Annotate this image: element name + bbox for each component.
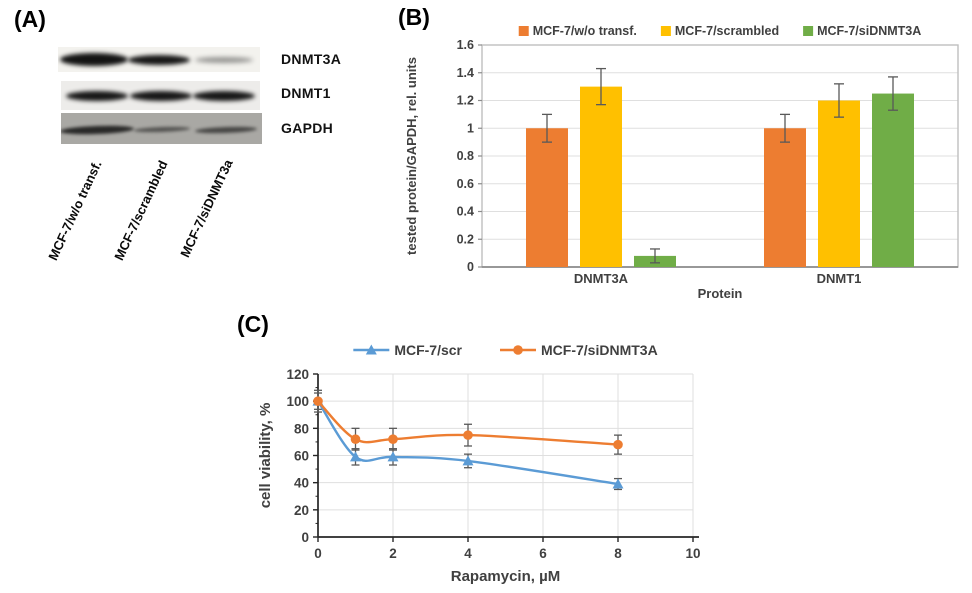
blot-band: [65, 90, 128, 101]
b-legend: MCF-7/w/o transf. MCF-7/scrambled MCF-7/si…: [518, 24, 921, 38]
b-y-axis-title: tested protein/GAPDH, rel. units: [404, 57, 419, 255]
c-gridlines: [318, 373, 694, 537]
panel-c-label: (C): [237, 311, 269, 337]
svg-text:4: 4: [464, 546, 472, 561]
svg-text:0.6: 0.6: [457, 177, 474, 191]
svg-text:1.4: 1.4: [457, 66, 474, 80]
svg-text:20: 20: [294, 503, 309, 518]
svg-text:DNMT1: DNMT1: [817, 271, 862, 286]
svg-text:60: 60: [294, 449, 309, 464]
svg-text:0.8: 0.8: [457, 149, 474, 163]
legend-label-3: MCF-7/siDNMT3A: [817, 24, 921, 38]
svg-text:8: 8: [614, 546, 622, 561]
svg-text:DNMT3A: DNMT3A: [574, 271, 629, 286]
svg-text:1: 1: [467, 121, 474, 135]
svg-text:0: 0: [467, 260, 474, 274]
legend-label-2: MCF-7/scrambled: [675, 24, 779, 38]
bar-DNMT1-1: [764, 128, 806, 267]
legend-swatch-1: [518, 26, 529, 36]
bar-DNMT1-2: [818, 100, 860, 267]
blot-band: [133, 126, 190, 133]
svg-text:80: 80: [294, 421, 309, 436]
legend-marker-2: [513, 345, 523, 355]
svg-text:0: 0: [301, 530, 309, 545]
blot-band: [60, 53, 129, 66]
legend-label-1: MCF-7/scr: [394, 342, 462, 358]
c-y-axis-title: cell viability, %: [257, 403, 274, 509]
legend-label-1: MCF-7/w/o transf.: [533, 24, 637, 38]
c-series-line-1: [316, 399, 620, 486]
svg-text:120: 120: [286, 367, 309, 382]
blot-strip-dnmt1: [61, 81, 260, 110]
bar-DNMT1-3: [872, 93, 914, 267]
blot-band: [194, 56, 253, 63]
blot-band: [194, 125, 257, 134]
line-chart-panel-c: 0 20 40 60 80 100 120 0 2 4 6 8 10 Rapamycin, µM cell …: [257, 342, 701, 585]
blot-row-label-dnmt1: DNMT1: [281, 85, 331, 101]
bar-DNMT3A-1: [526, 128, 568, 267]
b-y-axis-ticks: 0 0.2 0.4 0.6 0.8 1 1.2 1.4 1.6: [457, 38, 482, 274]
svg-text:2: 2: [389, 546, 397, 561]
blot-row-label-dnmt3a: DNMT3A: [281, 51, 342, 67]
panel-b-label: (B): [398, 4, 430, 30]
blot-band: [61, 124, 135, 135]
panel-a-label: (A): [14, 6, 46, 32]
c-series-line-2: [316, 399, 620, 446]
c-series-markers-2: [313, 396, 623, 450]
b-x-axis-title: Protein: [698, 286, 743, 301]
blot-row-label-gapdh: GAPDH: [281, 120, 334, 136]
svg-text:6: 6: [539, 546, 547, 561]
bar-chart-panel-b: 0 0.2 0.4 0.6 0.8 1 1.2 1.4 1.6 DNMT3A DNMT1 Protei…: [404, 24, 959, 301]
blot-strip-dnmt3a: [58, 47, 260, 72]
blot-band: [128, 54, 190, 65]
svg-text:1.6: 1.6: [457, 38, 474, 52]
legend-swatch-3: [803, 26, 814, 36]
legend-marker-1: [365, 344, 377, 355]
blot-band: [129, 90, 192, 101]
blot-strip-gapdh: [61, 113, 262, 144]
svg-text:0.4: 0.4: [457, 205, 474, 219]
c-x-axis-title: Rapamycin, µM: [451, 568, 561, 585]
svg-text:1.2: 1.2: [457, 94, 474, 108]
c-axis-ticks: [313, 373, 694, 542]
svg-text:10: 10: [685, 546, 700, 561]
svg-text:100: 100: [286, 394, 309, 409]
bar-DNMT3A-2: [580, 86, 622, 267]
lane-label-scrambled: MCF-7/scrambled: [111, 158, 171, 263]
svg-text:0.2: 0.2: [457, 232, 474, 246]
lane-label-sidnmt3a: MCF-7/siDNMT3a: [177, 157, 236, 260]
legend-label-2: MCF-7/siDNMT3A: [541, 342, 658, 358]
svg-text:40: 40: [294, 476, 309, 491]
b-bars: [526, 67, 914, 267]
c-legend: MCF-7/scr MCF-7/siDNMT3A: [353, 342, 658, 358]
blot-band: [193, 90, 256, 101]
svg-text:0: 0: [314, 546, 322, 561]
legend-swatch-2: [660, 26, 671, 36]
lane-label-wo-transf: MCF-7/w/o transf.: [45, 158, 105, 263]
